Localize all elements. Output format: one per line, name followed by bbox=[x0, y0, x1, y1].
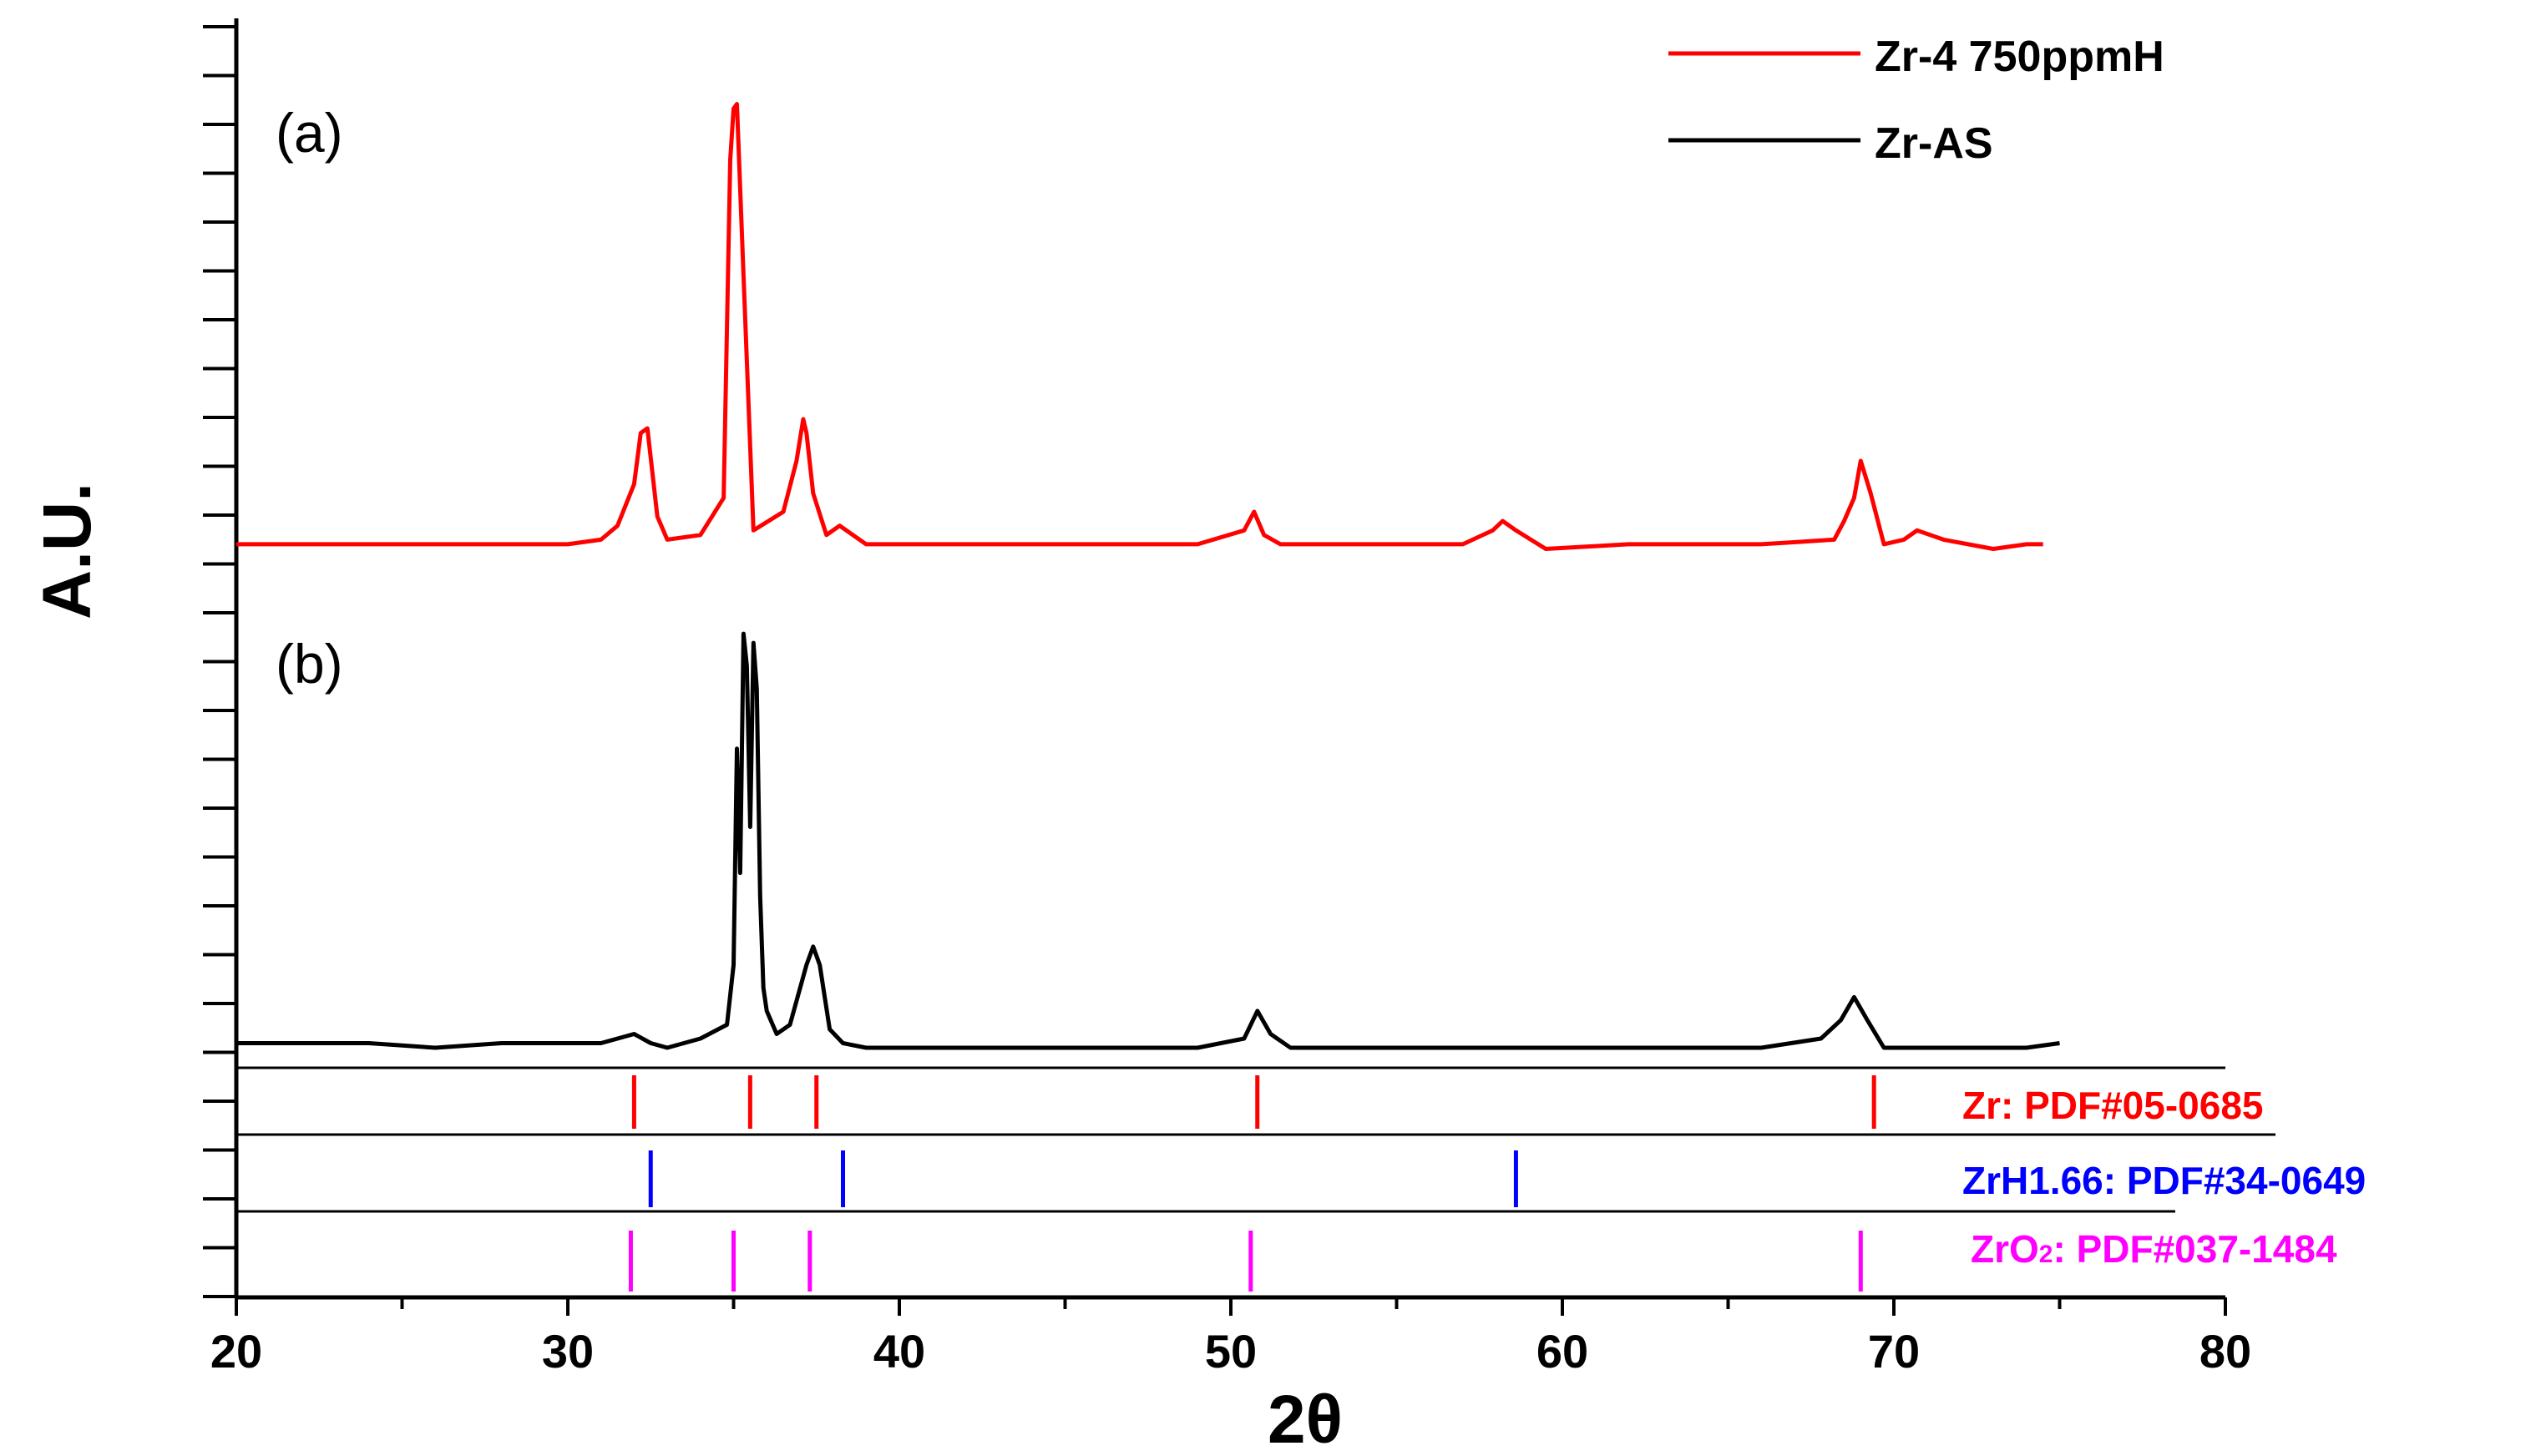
legend-label-zr4: Zr-4 750ppmH bbox=[1875, 33, 2164, 81]
legend-label-zras: Zr-AS bbox=[1875, 119, 1993, 168]
x-tick-label: 60 bbox=[1536, 1325, 1588, 1378]
axes: 20 30 40 50 60 70 80 bbox=[203, 18, 2251, 1378]
reference-sticks bbox=[628, 1075, 1876, 1292]
y-ticks bbox=[203, 25, 236, 1298]
series-layer bbox=[236, 102, 2060, 1050]
ref-label-zrh: ZrH1.66: PDF#34-0649 bbox=[1962, 1159, 2366, 1202]
legend: Zr-4 750ppmH Zr-AS bbox=[1668, 33, 2164, 168]
x-tick-label: 50 bbox=[1205, 1325, 1257, 1378]
series-line-zr-as bbox=[236, 631, 2060, 1050]
x-tick-label: 40 bbox=[873, 1325, 925, 1378]
y-axis-label: A.U. bbox=[29, 483, 105, 619]
x-axis-label: 2θ bbox=[1268, 1382, 1343, 1456]
ref-label-zr: Zr: PDF#05-0685 bbox=[1962, 1084, 2264, 1127]
x-tick-labels: 20 30 40 50 60 70 80 bbox=[210, 1325, 2251, 1378]
x-tick-label: 80 bbox=[2199, 1325, 2251, 1378]
x-tick-label: 30 bbox=[542, 1325, 594, 1378]
x-ticks bbox=[235, 1297, 2227, 1316]
reference-separators bbox=[236, 1066, 2275, 1213]
x-tick-label: 70 bbox=[1868, 1325, 1920, 1378]
panel-label-b: (b) bbox=[276, 633, 343, 695]
series-line-zr4-750ppmh bbox=[236, 102, 2043, 551]
x-tick-label: 20 bbox=[210, 1325, 262, 1378]
ref-label-zro2: ZrO2: PDF#037-1484 bbox=[1971, 1227, 2337, 1271]
panel-label-a: (a) bbox=[276, 102, 343, 164]
